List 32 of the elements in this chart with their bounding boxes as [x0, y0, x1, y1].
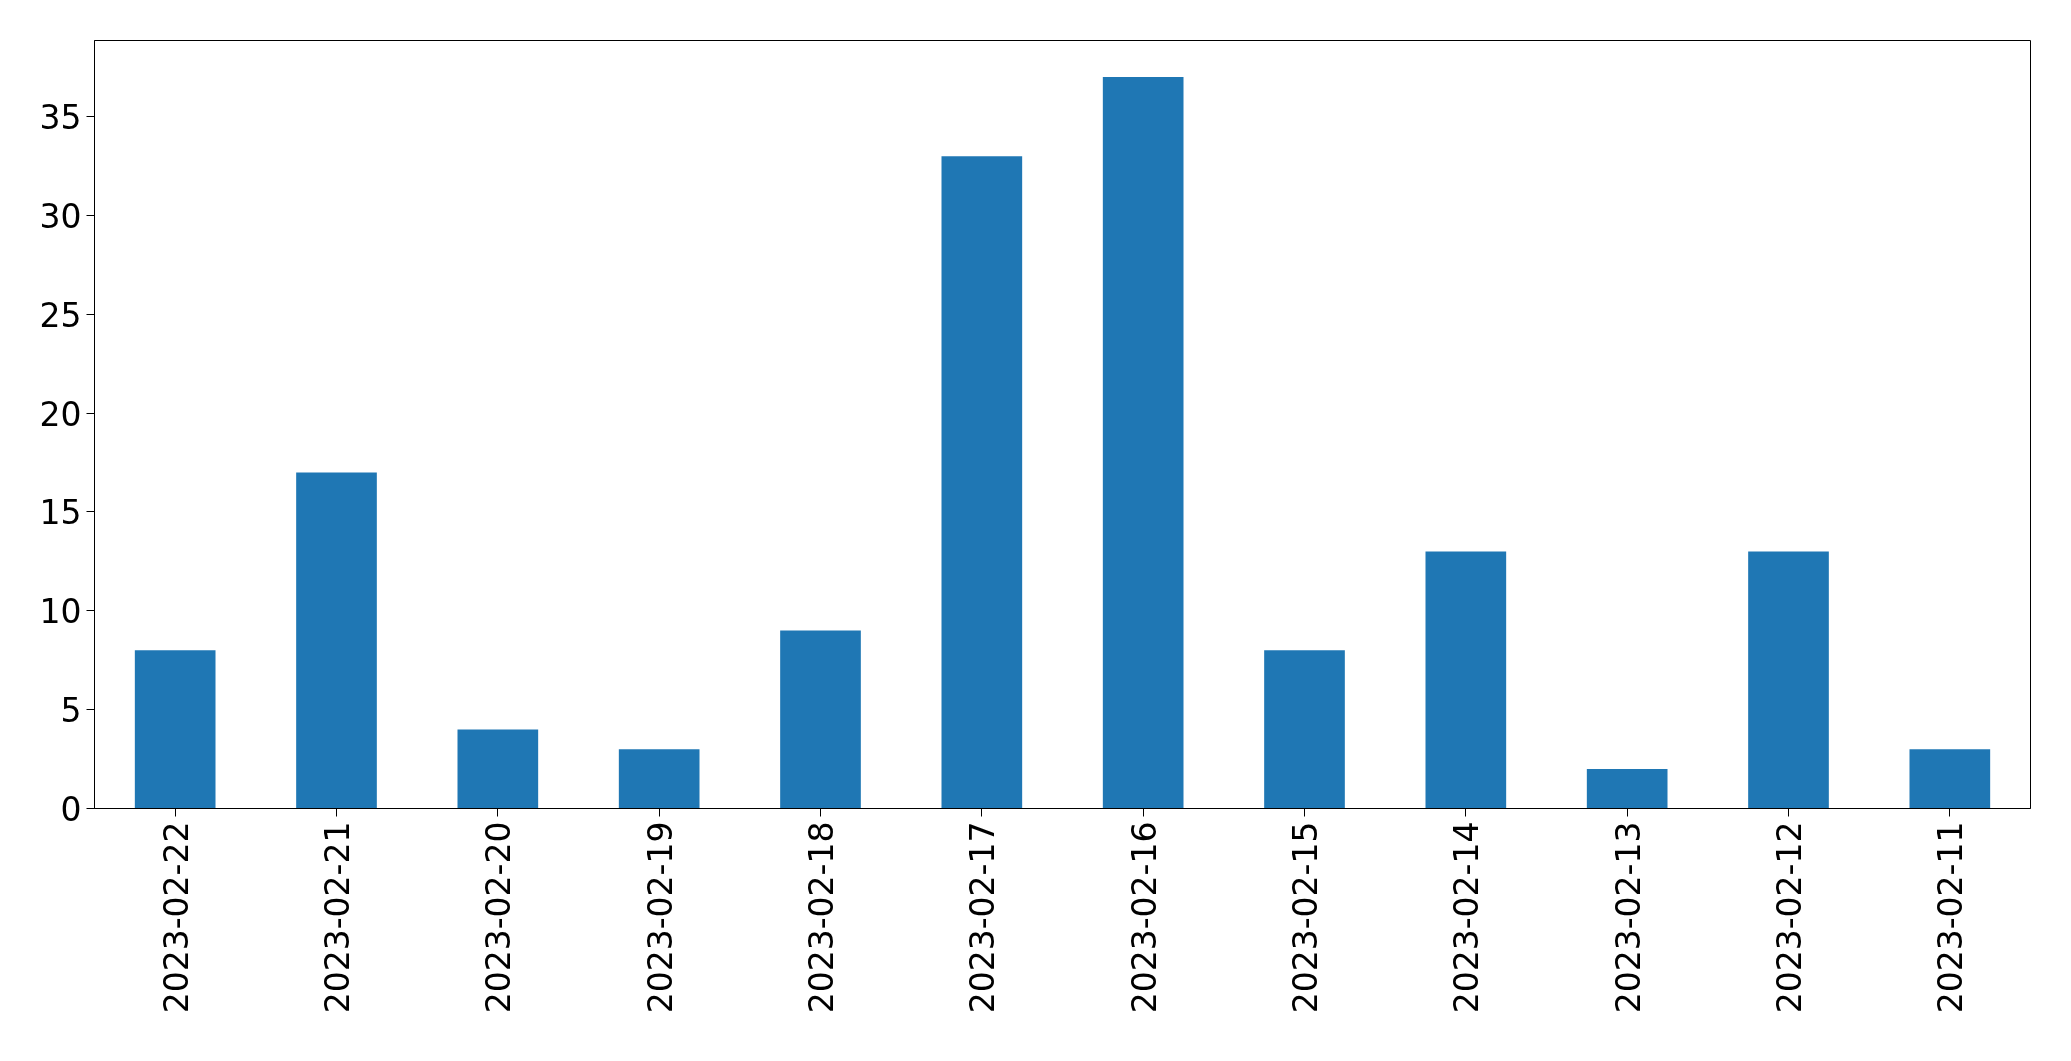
- x-tick-label: 2023-02-11: [1931, 821, 1971, 1014]
- y-tick-label: 15: [39, 493, 82, 533]
- x-tick-label: 2023-02-17: [963, 821, 1003, 1014]
- bar: [1102, 77, 1184, 809]
- y-tick-label: 35: [39, 98, 82, 138]
- bar: [941, 156, 1023, 809]
- bar: [296, 472, 377, 809]
- x-tick-label: 2023-02-12: [1770, 821, 1809, 1014]
- bar: [1264, 650, 1345, 809]
- y-tick-label: 10: [39, 592, 82, 632]
- bar: [134, 650, 216, 809]
- y-tick-label: 30: [39, 196, 82, 236]
- x-tick-label: 2023-02-20: [479, 821, 519, 1014]
- x-tick-label: 2023-02-13: [1608, 821, 1648, 1014]
- bar: [457, 729, 539, 809]
- y-tick-label: 20: [39, 394, 82, 434]
- bar: [780, 630, 861, 809]
- bar: [1748, 551, 1829, 809]
- x-tick-label: 2023-02-18: [802, 821, 841, 1014]
- y-tick-label: 0: [60, 790, 82, 829]
- x-tick-label: 2023-02-19: [640, 821, 680, 1014]
- x-tick-label: 2023-02-22: [156, 821, 196, 1014]
- x-tick-label: 2023-02-14: [1447, 821, 1487, 1014]
- bar: [1586, 768, 1668, 809]
- x-tick-label: 2023-02-21: [318, 821, 357, 1014]
- bar: [1909, 749, 1991, 809]
- y-tick-label: 25: [39, 295, 82, 335]
- bar: [618, 749, 700, 809]
- y-tick-label: 5: [60, 691, 82, 731]
- x-tick-label: 2023-02-16: [1124, 821, 1164, 1014]
- x-tick-label: 2023-02-15: [1286, 821, 1325, 1014]
- bar: [1425, 551, 1507, 809]
